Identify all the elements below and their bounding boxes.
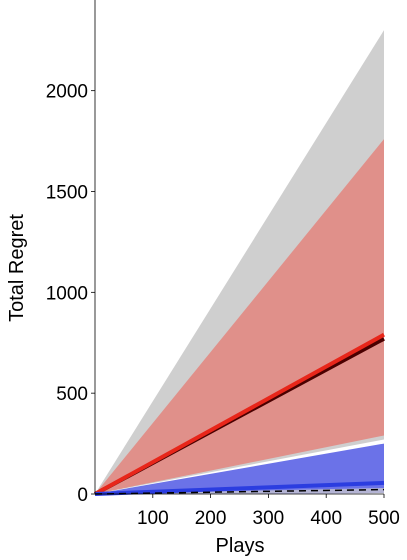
band-1 — [95, 139, 384, 495]
y-tick-label: 1000 — [46, 283, 88, 304]
x-axis-label: Plays — [216, 535, 265, 557]
series-line-3 — [94, 488, 385, 495]
y-tick-label: 0 — [77, 485, 88, 506]
x-tick-label: 300 — [253, 508, 285, 529]
x-ticks: 100 200 300 400 500 — [137, 494, 400, 529]
x-tick-label: 500 — [368, 508, 400, 529]
y-ticks: 0 500 1000 1500 2000 — [46, 82, 95, 506]
y-tick-label: 500 — [56, 384, 88, 405]
regret-lines — [94, 332, 385, 496]
y-tick-label: 2000 — [46, 82, 88, 103]
x-tick-label: 100 — [137, 508, 169, 529]
y-tick-label: 1500 — [46, 183, 88, 204]
y-axis-label: Total Regret — [6, 214, 28, 322]
band-3 — [95, 487, 384, 494]
confidence-bands — [95, 30, 384, 495]
series-line-1 — [94, 332, 385, 496]
axes — [94, 0, 384, 495]
x-tick-label: 400 — [310, 508, 342, 529]
band-2 — [95, 443, 384, 494]
x-tick-label: 200 — [195, 508, 227, 529]
series-line-2 — [94, 480, 385, 496]
